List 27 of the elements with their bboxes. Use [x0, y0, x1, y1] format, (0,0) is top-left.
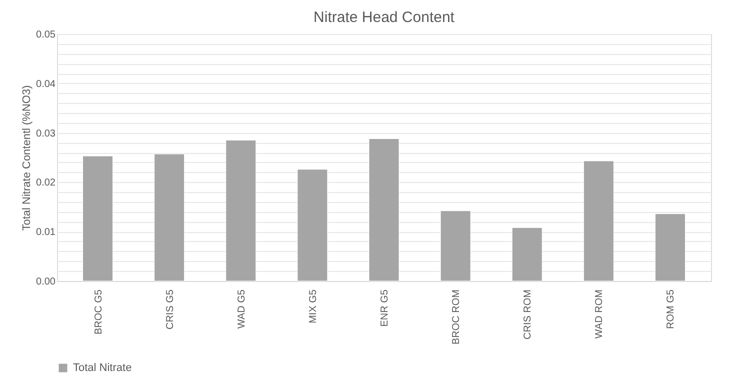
x-tick-label: WAD G5 [236, 289, 248, 329]
y-tick-label: 0.02 [36, 178, 56, 189]
bar [226, 140, 256, 282]
x-tick-label: WAD ROM [594, 290, 606, 339]
y-tick-label: 0.04 [36, 78, 56, 90]
y-axis-title: Total Nitrate Contentl (%NO3) [21, 85, 34, 231]
bar [512, 227, 542, 282]
x-tick-label: CRIS G5 [164, 289, 176, 330]
x-tick-label: ROM G5 [666, 289, 677, 329]
y-tick-label: 0.05 [36, 30, 56, 40]
y-tick-label: 0.01 [36, 227, 56, 238]
x-tick-label: MIX G5 [308, 289, 319, 324]
x-tick-label: CRIS ROM [522, 290, 534, 340]
bar [440, 210, 471, 282]
bar [154, 154, 185, 282]
x-tick-label: ENR G5 [380, 289, 390, 327]
bar [82, 156, 114, 282]
y-tick-label: 0.00 [36, 276, 56, 288]
bar [297, 169, 328, 282]
bar [368, 138, 400, 282]
x-tick-label: BROC G5 [93, 289, 104, 335]
bar [583, 160, 614, 282]
bar [654, 214, 686, 282]
legend-label: Total Nitrate [73, 362, 132, 374]
y-tick-label: 0.03 [36, 128, 56, 140]
x-tick-label: BROC ROM [451, 290, 462, 344]
chart-title: Nitrate Head Content [314, 9, 456, 26]
